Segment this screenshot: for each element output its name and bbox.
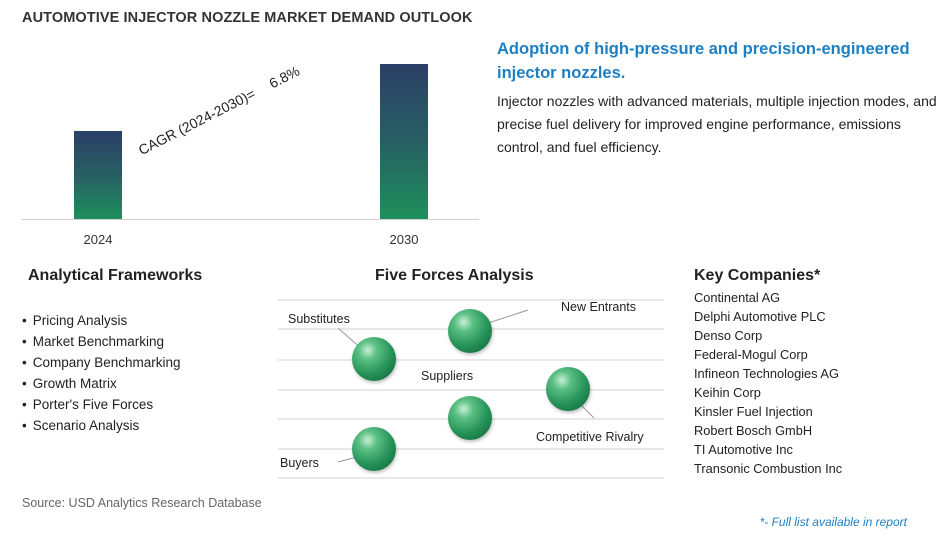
company-item: Robert Bosch GmbH [694,423,813,438]
source-note: Source: USD Analytics Research Database [22,496,262,510]
x-tick-label: 2030 [389,232,419,247]
company-item: Denso Corp [694,328,763,343]
framework-item: Pricing Analysis [22,310,181,331]
x-tick-label: 2024 [83,232,113,247]
force-label-substitutes: Substitutes [288,312,350,326]
force-sphere-buyers [352,427,396,471]
force-sphere-new-entrants [448,309,492,353]
five-forces-diagram: New Entrants Substitutes Suppliers Compe… [278,290,666,485]
frameworks-list: Pricing AnalysisMarket BenchmarkingCompa… [22,310,181,436]
company-item: Continental AG [694,290,781,305]
bar-2030 [380,64,428,219]
force-label-suppliers: Suppliers [421,369,474,383]
bar-chart [22,30,479,220]
x-axis-line [22,219,479,220]
companies-title: Key Companies* [694,267,821,284]
company-item: Transonic Combustion Inc [694,461,843,476]
chart-title: AUTOMOTIVE INJECTOR NOZZLE MARKET DEMAND… [22,10,473,26]
company-item: TI Automotive Inc [694,442,793,457]
force-sphere-substitutes [352,337,396,381]
force-sphere-suppliers [448,396,492,440]
force-label-competitive-rivalry: Competitive Rivalry [536,430,644,444]
framework-item: Market Benchmarking [22,331,181,352]
companies-list: Continental AG Delphi Automotive PLC Denso… [694,288,842,478]
highlight-headline: Adoption of high-pressure and precision-… [497,40,910,82]
force-label-buyers: Buyers [280,456,319,470]
framework-item: Porter's Five Forces [22,394,181,415]
bar-2024 [74,131,122,219]
framework-item: Scenario Analysis [22,415,181,436]
bar-plot-area [22,30,479,219]
framework-item: Company Benchmarking [22,352,181,373]
company-item: Federal-Mogul Corp [694,347,808,362]
force-sphere-competitive-rivalry [546,367,590,411]
companies-footnote: *- Full list available in report [759,515,907,529]
five-forces-title: Five Forces Analysis [375,267,534,284]
x-axis-ticks: 2024 2030 [22,232,479,250]
frameworks-title: Analytical Frameworks [28,267,203,284]
framework-item: Growth Matrix [22,373,181,394]
company-item: Infineon Technologies AG [694,366,839,381]
company-item: Keihin Corp [694,385,761,400]
company-item: Kinsler Fuel Injection [694,404,813,419]
force-label-new-entrants: New Entrants [561,300,637,314]
company-item: Delphi Automotive PLC [694,309,826,324]
highlight-description: Injector nozzles with advanced materials… [497,93,937,155]
